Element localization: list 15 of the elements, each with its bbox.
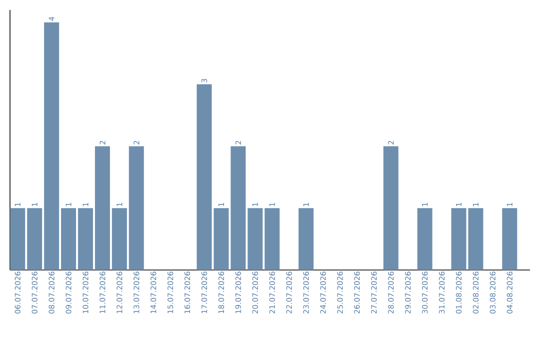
bar bbox=[248, 208, 263, 270]
bar bbox=[94, 146, 110, 270]
bar bbox=[417, 208, 432, 270]
bar bbox=[27, 208, 42, 270]
bar bbox=[298, 208, 314, 270]
bar bbox=[112, 208, 127, 270]
bar bbox=[502, 208, 518, 270]
bar bbox=[128, 146, 144, 270]
bar bbox=[10, 208, 26, 270]
bar bbox=[61, 208, 76, 270]
bar bbox=[230, 146, 246, 270]
bar bbox=[44, 22, 60, 270]
bar bbox=[264, 208, 280, 270]
bar bbox=[78, 208, 93, 270]
bar bbox=[383, 146, 398, 270]
